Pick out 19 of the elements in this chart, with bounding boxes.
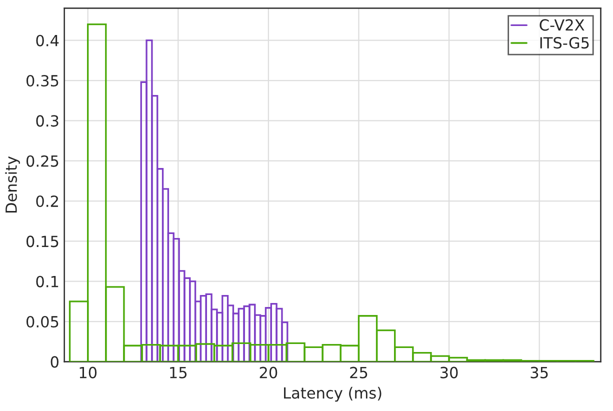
legend-label: ITS-G5 (540, 37, 589, 49)
y-tick-label: 0.15 (26, 236, 58, 248)
y-tick-label: 0.3 (36, 115, 58, 127)
y-tick-label: 0 (50, 356, 58, 368)
y-tick-label: 0.05 (26, 316, 58, 328)
x-tick-label: 10 (80, 366, 97, 378)
x-tick-label: 25 (350, 366, 368, 378)
y-tick-label: 0.35 (26, 74, 58, 87)
x-tick-label: 15 (170, 367, 187, 378)
legend-label: C-V2X (540, 19, 584, 31)
y-tick-label: 0.1 (36, 276, 58, 288)
x-tick-label: 35 (530, 366, 548, 378)
y-tick-label: 0.25 (26, 155, 58, 167)
x-tick-label: 20 (260, 366, 278, 378)
x-axis-title: Latency (ms) (284, 386, 382, 402)
y-tick-label: 0.4 (36, 34, 59, 46)
y-tick-label: 0.2 (36, 195, 58, 208)
y-axis-title: Density (5, 156, 20, 212)
x-tick-label: 30 (440, 366, 458, 378)
